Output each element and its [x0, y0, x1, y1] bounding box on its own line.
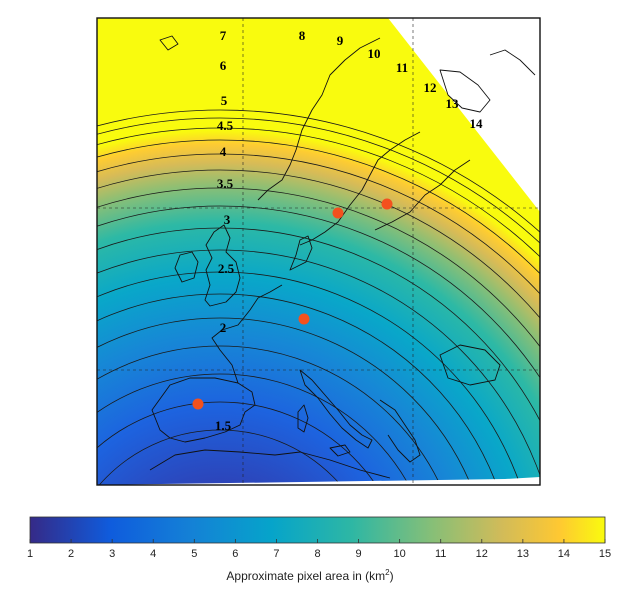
colorbar-tick-label: 14 [558, 548, 570, 560]
contour-line-4-5 [97, 271, 539, 485]
corsica-sardinia-coast [297, 404, 309, 433]
colorbar-tick-label: 6 [232, 548, 238, 560]
sicily-coast [329, 444, 351, 457]
colorbar-tick-label: 8 [314, 548, 320, 560]
contour-line-2-5 [97, 373, 437, 485]
contour-label: 8 [299, 28, 306, 43]
contour-labels: 1.5 2 2.5 3 3.5 4 4.5 5 6 7 8 9 10 11 12 13 14 [215, 28, 483, 433]
colorbar-fill [29, 516, 606, 544]
iberia-coast [151, 377, 256, 443]
central-france-site-marker [298, 313, 310, 325]
colorbar-tick-label: 7 [273, 548, 279, 560]
norway-coast [257, 37, 381, 201]
contour-line-9 [97, 169, 540, 485]
france-coast [211, 284, 283, 384]
colorbar-label: Approximate pixel area in (km2) [226, 568, 394, 583]
colorbar-ticks: 1 2 3 4 5 6 7 8 9 10 11 12 13 14 15 [27, 539, 611, 560]
contour-label: 6 [220, 58, 227, 73]
iceland-coast [159, 35, 179, 51]
contour-line-10 [97, 153, 540, 485]
contour-label: 3.5 [217, 176, 234, 191]
baltic-coast [299, 131, 421, 246]
colorbar-tick-label: 13 [517, 548, 529, 560]
contour-line-1-5 [97, 429, 381, 485]
coastlines [149, 35, 536, 479]
contour-line-5 [97, 249, 540, 485]
contour-label: 11 [396, 60, 408, 75]
colorbar-tick-label: 12 [476, 548, 488, 560]
contour-line-14 [97, 109, 540, 485]
contour-label: 12 [424, 80, 437, 95]
balkans-coast [379, 399, 421, 463]
contour-line-11 [97, 139, 540, 485]
denmark-east-site-marker [381, 198, 393, 210]
colorbar-tick-label: 15 [599, 548, 611, 560]
finland-coast [439, 69, 491, 113]
contour-label: 9 [337, 33, 344, 48]
contour-line-12 [97, 127, 540, 485]
denmark-coast [289, 235, 313, 271]
colorbar-tick-label: 1 [27, 548, 33, 560]
site-markers [192, 198, 393, 410]
contour-label: 2 [220, 320, 227, 335]
denmark-west-site-marker [332, 207, 344, 219]
contour-line-13 [97, 117, 540, 485]
contour-label: 2.5 [218, 261, 235, 276]
baltic-east-coast [374, 159, 471, 231]
contour-line-3-5 [97, 317, 493, 485]
map-grid [97, 18, 540, 485]
contour-label: 10 [368, 46, 381, 61]
colorbar-tick-label: 11 [435, 548, 446, 560]
colorbar-label-exponent: 2 [385, 568, 390, 577]
contour-line-7 [97, 205, 540, 485]
contour-label: 5 [221, 93, 228, 108]
black-sea-coast [439, 344, 501, 386]
map-frame-border [96, 17, 541, 486]
contour-line-3 [97, 345, 465, 485]
colorbar-tick-label: 2 [68, 548, 74, 560]
colorbar-tick-label: 10 [394, 548, 406, 560]
contour-label: 1.5 [215, 418, 232, 433]
iberia-site-marker [192, 398, 204, 410]
colorbar-tick-label: 4 [150, 548, 156, 560]
kola-coast [489, 49, 536, 76]
contour-label: 7 [220, 28, 227, 43]
colorbar-tick-label: 3 [109, 548, 115, 560]
contour-label: 14 [470, 116, 484, 131]
ireland-coast [174, 251, 199, 283]
contour-line-4 [97, 293, 517, 485]
north-africa-coast [149, 449, 391, 479]
colorbar-tick-label: 5 [191, 548, 197, 560]
italy-coast [299, 369, 373, 449]
contour-label: 3 [224, 212, 231, 227]
contour-label: 13 [446, 96, 460, 111]
colorbar-tick-label: 9 [356, 548, 362, 560]
britain-coast [204, 224, 241, 307]
colorbar: 1 2 3 4 5 6 7 8 9 10 11 12 13 14 15 [27, 516, 611, 560]
contour-label: 4.5 [217, 118, 234, 133]
contour-label: 4 [220, 144, 227, 159]
contour-line-2 [97, 401, 409, 485]
contour-line-8 [97, 187, 540, 485]
